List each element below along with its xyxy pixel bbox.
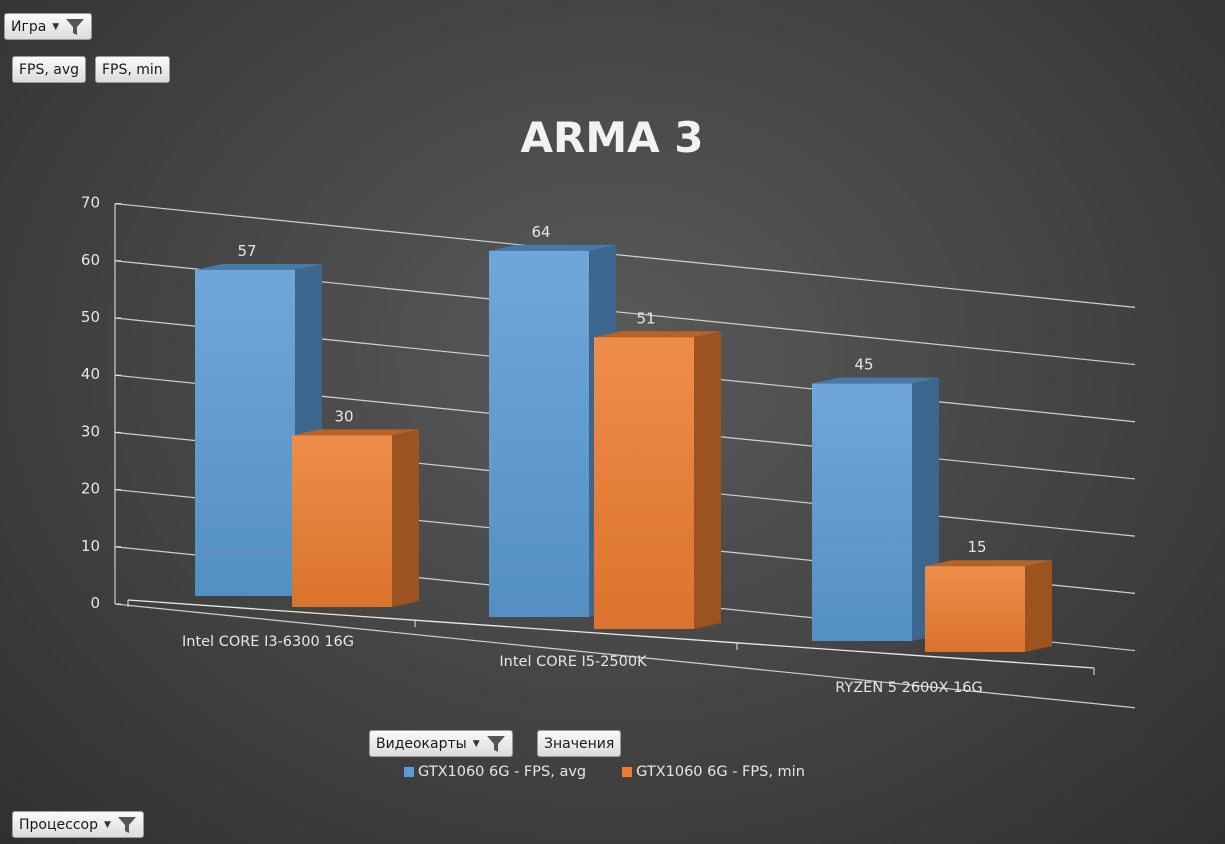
values-field-label: Значения	[544, 735, 615, 752]
data-label: 51	[636, 309, 655, 327]
y-tick-label: 30	[81, 422, 100, 440]
legend-swatch	[404, 767, 414, 777]
legend-swatch	[622, 767, 633, 777]
category-label: RYZEN 5 2600X 16G	[835, 680, 983, 696]
y-tick-label: 40	[81, 365, 100, 383]
value-field-fps-avg[interactable]: FPS, avg	[12, 56, 87, 83]
gpu-filter-label: Видеокарты	[376, 735, 467, 752]
gridline	[114, 603, 1136, 709]
data-label: 30	[334, 407, 353, 425]
legend-label: GTX1060 6G - FPS, avg	[418, 764, 587, 780]
bar	[812, 383, 912, 641]
data-label: 64	[531, 223, 550, 241]
bar-top	[292, 429, 419, 436]
bar-top	[594, 331, 721, 338]
gridline	[114, 203, 1136, 308]
data-label: 15	[967, 538, 986, 556]
bar-top	[195, 263, 322, 270]
bar-top	[925, 560, 1052, 567]
data-label: 57	[237, 242, 256, 260]
y-tick-label: 0	[90, 594, 100, 612]
game-filter-button[interactable]: Игра ▼	[4, 13, 93, 40]
legend-label: GTX1060 6G - FPS, min	[636, 764, 805, 780]
cpu-filter-button[interactable]: Процессор ▼	[12, 811, 144, 838]
chevron-down-icon: ▼	[472, 738, 480, 749]
y-tick-label: 60	[81, 251, 100, 269]
bar	[594, 337, 694, 629]
value-field-fps-min[interactable]: FPS, min	[95, 56, 170, 83]
bar	[292, 435, 392, 607]
chart-title: ARMA 3	[521, 113, 704, 162]
category-label: Intel CORE I3-6300 16G	[182, 634, 354, 650]
bar-top	[812, 377, 939, 384]
y-tick-label: 50	[81, 308, 100, 326]
filter-icon	[117, 816, 136, 833]
bar-side	[392, 429, 419, 607]
filter-icon	[66, 18, 85, 35]
bar	[489, 250, 589, 618]
y-tick-label: 70	[81, 194, 100, 212]
values-field-button[interactable]: Значения	[537, 730, 622, 757]
y-tick-label: 20	[81, 480, 100, 498]
legend: GTX1060 6G - FPS, avg GTX1060 6G - FPS, …	[404, 764, 805, 780]
cpu-filter-label: Процессор	[19, 816, 98, 833]
legend-item: GTX1060 6G - FPS, avg	[404, 764, 586, 780]
legend-item: GTX1060 6G - FPS, min	[622, 764, 805, 780]
category-label: Intel CORE I5-2500K	[499, 654, 647, 670]
y-tick-label: 10	[81, 537, 100, 555]
value-field-label: FPS, min	[102, 61, 163, 78]
x-axis-line	[127, 599, 1095, 669]
data-label: 45	[854, 356, 873, 374]
filter-icon	[486, 735, 505, 752]
game-filter-label: Игра	[11, 18, 47, 35]
chevron-down-icon: ▼	[103, 819, 111, 830]
bar-side	[694, 331, 721, 629]
bar-side	[1025, 560, 1052, 652]
bar	[925, 566, 1025, 652]
value-field-label: FPS, avg	[19, 61, 80, 78]
bar	[195, 269, 295, 596]
chevron-down-icon: ▼	[52, 21, 60, 32]
gpu-filter-button[interactable]: Видеокарты ▼	[369, 730, 513, 757]
bar-top	[489, 244, 616, 251]
